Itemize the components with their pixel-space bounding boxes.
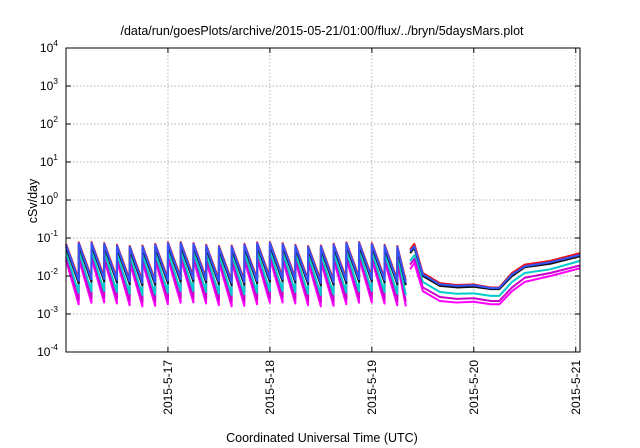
x-tick-label: 2015-5-20 [467, 360, 481, 415]
y-tick-label: 103 [40, 76, 58, 93]
y-tick-label: 102 [40, 114, 58, 131]
series-line-pulsed [65, 242, 407, 284]
series-group [65, 241, 581, 308]
y-axis-label: cSv/day [26, 178, 40, 223]
y-tick-label: 104 [40, 38, 58, 55]
y-tick-label: 100 [40, 190, 58, 207]
y-tick-label: 10-1 [37, 228, 58, 245]
y-tick-label: 10-4 [37, 342, 58, 359]
series-line [409, 245, 581, 290]
x-tick-label: 2015-5-21 [569, 360, 583, 415]
y-tick-label: 101 [40, 152, 58, 169]
series-line-pulsed [65, 253, 407, 303]
y-tick-label: 10-3 [37, 304, 58, 321]
x-tick-label: 2015-5-17 [161, 360, 175, 415]
series-line [409, 254, 581, 297]
x-tick-label: 2015-5-18 [263, 360, 277, 415]
x-axis: 2015-5-17 2015-5-18 2015-5-19 2015-5-20 2015… [161, 48, 583, 415]
series-line-pulsed [65, 257, 407, 308]
y-tick-label: 10-2 [37, 266, 58, 283]
series-line-pulsed [65, 249, 407, 296]
x-axis-label: Coordinated Universal Time (UTC) [226, 431, 418, 445]
series-line [409, 258, 581, 302]
x-tick-label: 2015-5-19 [365, 360, 379, 415]
chart-title: /data/run/goesPlots/archive/2015-05-21/0… [120, 24, 524, 38]
series-line [409, 261, 581, 306]
